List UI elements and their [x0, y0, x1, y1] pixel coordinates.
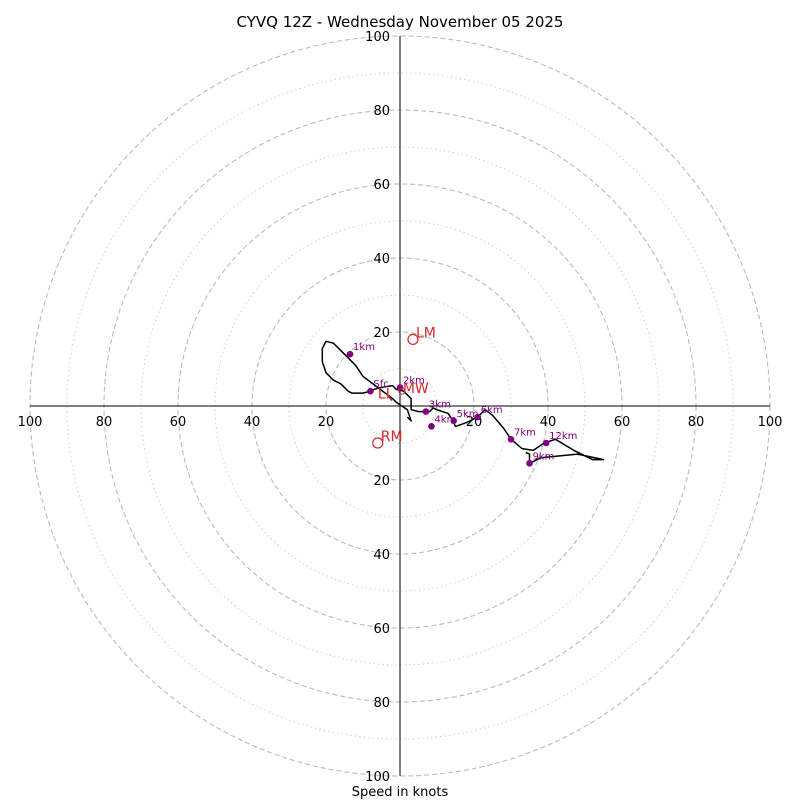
- height-label-5km: 5km: [457, 409, 479, 420]
- height-label-12km: 12km: [549, 431, 577, 442]
- tick-label-south-60: 60: [373, 622, 390, 637]
- height-point-6km: [474, 413, 482, 421]
- marker-label-lm: LM: [416, 325, 436, 341]
- height-point-1km: [346, 350, 354, 358]
- marker-circle-rm: [372, 437, 384, 449]
- tick-label-south-40: 40: [373, 548, 390, 563]
- marker-label-li: LI: [378, 387, 390, 403]
- height-point-4km: [428, 423, 435, 430]
- tick-label-east-60: 60: [614, 415, 631, 430]
- height-point-5km: [450, 417, 457, 425]
- tick-label-west-40: 40: [244, 415, 261, 430]
- tick-label-north-80: 80: [373, 104, 390, 119]
- height-label-7km: 7km: [514, 427, 536, 438]
- marker-circle-lm: [407, 333, 419, 345]
- motion-markers: LM RM MW LI: [372, 325, 436, 449]
- tick-label-south-100: 100: [365, 770, 390, 785]
- marker-circle-mw: [398, 387, 406, 395]
- tick-label-east-40: 40: [540, 415, 557, 430]
- tick-label-west-100: 100: [18, 415, 43, 430]
- tick-label-north-60: 60: [373, 178, 390, 193]
- marker-arrow-li: [386, 393, 393, 402]
- height-point-3km: [422, 408, 430, 415]
- tick-labels: 2020202040404040606060608080808010010010…: [18, 30, 783, 785]
- height-point-7km: [507, 436, 515, 443]
- tick-label-south-80: 80: [373, 696, 390, 711]
- tick-label-north-20: 20: [373, 326, 390, 341]
- axes: [30, 36, 770, 776]
- height-point-2km: [396, 384, 404, 391]
- height-label-6km: 6km: [481, 405, 503, 416]
- height-label-2km: 2km: [403, 376, 425, 387]
- tick-label-east-80: 80: [688, 415, 705, 430]
- tick-label-west-20: 20: [318, 415, 335, 430]
- marker-label-mw: MW: [403, 381, 429, 397]
- height-label-4km: 4km: [434, 414, 456, 425]
- tick-label-south-20: 20: [373, 474, 390, 489]
- height-label-9km: 9km: [533, 451, 555, 462]
- height-point-sfc: [367, 387, 374, 395]
- tick-label-north-100: 100: [365, 30, 390, 45]
- height-label-1km: 1km: [353, 342, 375, 353]
- height-point-12km: [542, 439, 550, 447]
- tick-label-east-100: 100: [758, 415, 783, 430]
- marker-label-rm: RM: [381, 429, 403, 445]
- tick-label-west-80: 80: [96, 415, 113, 430]
- height-point-9km: [526, 460, 533, 467]
- tick-label-north-40: 40: [373, 252, 390, 267]
- height-label-sfc: Sfc: [373, 379, 388, 390]
- x-axis-label: Speed in knots: [352, 785, 449, 800]
- height-label-3km: 3km: [429, 400, 451, 411]
- tick-label-west-60: 60: [170, 415, 187, 430]
- chart-title: CYVQ 12Z - Wednesday November 05 2025: [237, 13, 564, 31]
